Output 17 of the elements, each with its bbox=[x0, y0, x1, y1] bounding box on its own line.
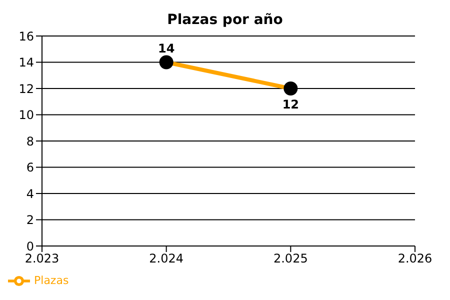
y-tick-label: 0 bbox=[26, 239, 34, 254]
x-tick-label: 2.025 bbox=[273, 252, 308, 266]
x-tick-label: 2.023 bbox=[24, 252, 60, 266]
chart-title: Plazas por año bbox=[167, 12, 284, 28]
x-tick-label: 2.024 bbox=[149, 252, 184, 266]
y-tick-label: 14 bbox=[18, 56, 34, 70]
x-tick-label: 2.026 bbox=[398, 252, 432, 266]
y-tick-label: 4 bbox=[26, 186, 34, 201]
y-tick-label: 10 bbox=[18, 108, 34, 122]
legend-label: Plazas bbox=[34, 274, 69, 288]
y-tick-label: 8 bbox=[26, 134, 34, 148]
data-label: 14 bbox=[158, 41, 175, 56]
data-label: 12 bbox=[282, 98, 300, 112]
y-tick-label: 6 bbox=[26, 160, 34, 175]
y-tick-label: 2 bbox=[26, 213, 34, 228]
y-tick-label: 12 bbox=[18, 82, 34, 96]
y-tick-label: 16 bbox=[18, 29, 34, 44]
